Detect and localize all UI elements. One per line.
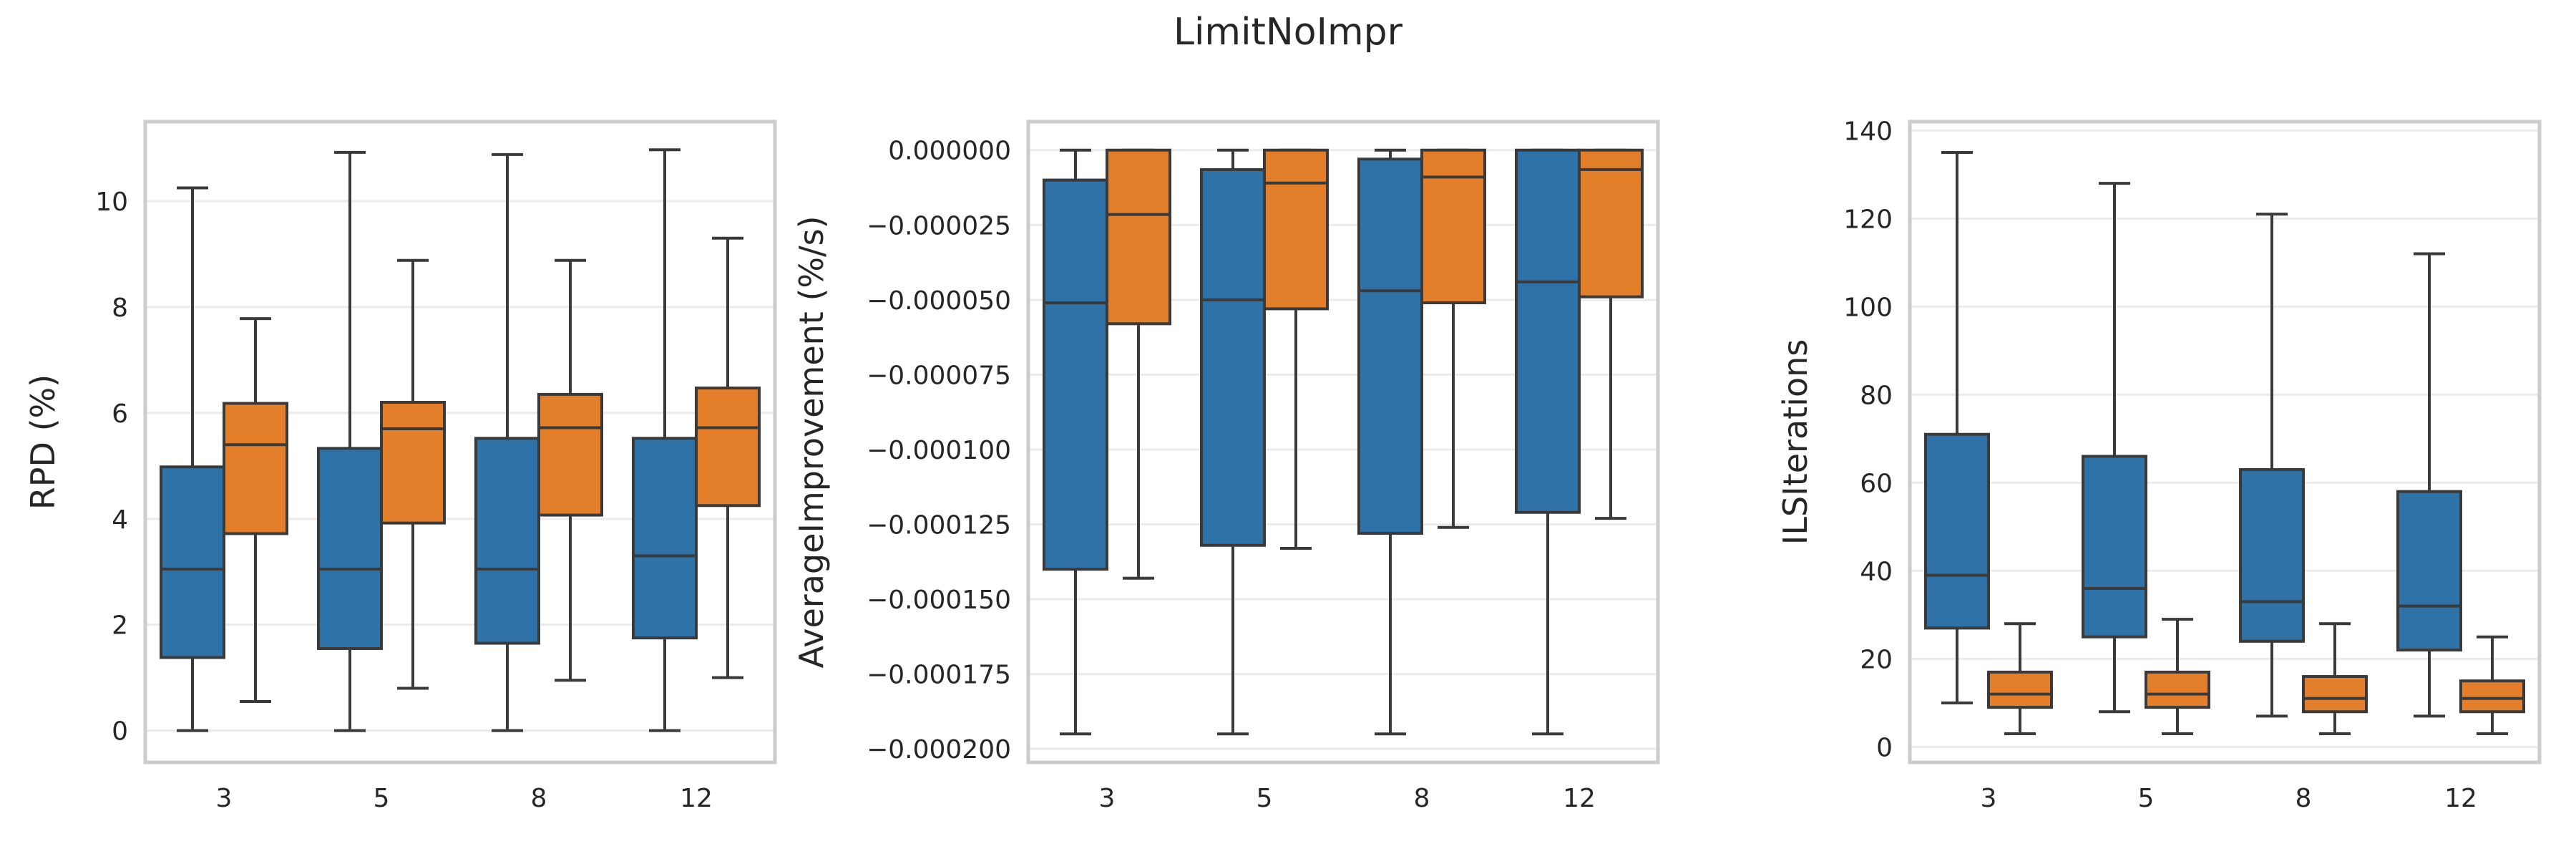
plot-frame — [1026, 120, 1660, 765]
box-series-1-cat-3 — [1043, 148, 1108, 736]
box — [1357, 157, 1423, 535]
box-series-1-cat-5 — [2082, 182, 2147, 714]
box-series-1-cat-8 — [2239, 213, 2305, 718]
box — [1420, 148, 1486, 305]
y-tick-label: 100 — [1843, 293, 1893, 322]
box — [2082, 455, 2147, 639]
y-tick-label: −0.000125 — [867, 511, 1011, 540]
box-series-2-cat-8 — [537, 258, 603, 682]
y-tick-label: −0.000075 — [867, 361, 1011, 390]
box-series-2-cat-5 — [1263, 148, 1329, 550]
box-series-1-cat-5 — [317, 150, 383, 732]
box-series-2-cat-3 — [1106, 148, 1171, 580]
y-tick-label: −0.000200 — [867, 735, 1011, 765]
box-series-1-cat-5 — [1200, 148, 1266, 736]
box — [474, 437, 540, 645]
box — [1263, 148, 1329, 311]
y-axis-label: ILSIterations — [1776, 339, 1815, 545]
box-series-2-cat-12 — [1578, 148, 1644, 520]
box — [2396, 490, 2462, 652]
y-tick-label: −0.000150 — [867, 586, 1011, 615]
y-tick-label: 0 — [112, 717, 128, 747]
plot-frame — [143, 120, 777, 765]
x-tick-label: 12 — [2444, 784, 2477, 813]
box — [695, 387, 761, 508]
box-series-1-cat-12 — [632, 148, 698, 732]
x-tick-label: 12 — [1563, 784, 1596, 813]
box — [2459, 679, 2525, 714]
box — [1578, 148, 1644, 299]
box — [632, 437, 698, 640]
box — [2302, 675, 2368, 714]
box — [223, 402, 288, 535]
y-tick-label: 8 — [112, 293, 128, 323]
box — [1515, 148, 1581, 514]
plot-frame — [1908, 120, 2542, 765]
box-series-2-cat-12 — [695, 236, 761, 679]
y-tick-label: 6 — [112, 399, 128, 429]
y-tick-label: 2 — [112, 611, 128, 641]
box-series-2-cat-3 — [223, 317, 288, 703]
box-series-1-cat-3 — [1924, 151, 1990, 704]
box — [1987, 670, 2053, 709]
y-tick-label: 10 — [95, 188, 128, 217]
chart-panel-3: 0 20 40 60 80 100 120 140 3 5 8 12 ILSIterations — [1776, 117, 2542, 813]
y-tick-label: 20 — [1860, 645, 1893, 674]
box-series-1-cat-8 — [474, 152, 540, 732]
y-tick-label: −0.000050 — [867, 286, 1011, 316]
y-tick-label: 0.000000 — [888, 137, 1011, 166]
plot-area — [1910, 122, 2540, 762]
box — [1043, 178, 1108, 571]
box-series-2-cat-5 — [2145, 618, 2210, 736]
box-series-2-cat-5 — [380, 258, 446, 690]
y-tick-label: 4 — [112, 505, 128, 535]
y-tick-label: 140 — [1843, 117, 1893, 146]
box-series-1-cat-12 — [1515, 148, 1581, 736]
box-series-1-cat-3 — [160, 186, 225, 732]
box-series-2-cat-3 — [1987, 622, 2053, 736]
x-tick-label: 12 — [680, 784, 713, 813]
x-tick-label: 3 — [1099, 784, 1116, 813]
chart-panel-1: 0 2 4 6 8 10 3 5 8 12 RPD (%) — [24, 120, 777, 813]
y-tick-label: 120 — [1843, 205, 1893, 234]
x-tick-label: 8 — [2296, 784, 2312, 813]
y-tick-label: −0.000025 — [867, 211, 1011, 241]
y-tick-label: −0.000175 — [867, 661, 1011, 690]
x-tick-label: 8 — [1414, 784, 1430, 813]
box — [1200, 168, 1266, 547]
box-series-2-cat-12 — [2459, 635, 2525, 736]
y-tick-label: 0 — [1876, 733, 1893, 762]
box — [1106, 148, 1171, 326]
y-tick-label: 40 — [1860, 557, 1893, 586]
box — [537, 392, 603, 517]
x-tick-label: 5 — [374, 784, 390, 813]
x-tick-label: 3 — [216, 784, 233, 813]
y-axis-label: RPD (%) — [24, 374, 62, 510]
box — [380, 401, 446, 525]
y-axis-label: AverageImprovement (%/s) — [792, 215, 831, 668]
figure-title: LimitNoImpr — [1174, 11, 1403, 54]
x-tick-label: 5 — [1257, 784, 1273, 813]
y-tick-label: 80 — [1860, 381, 1893, 410]
x-tick-label: 8 — [531, 784, 547, 813]
box-series-1-cat-8 — [1357, 148, 1423, 736]
box-series-2-cat-8 — [2302, 622, 2368, 736]
y-tick-label: 60 — [1860, 469, 1893, 498]
box-series-2-cat-8 — [1420, 148, 1486, 529]
box — [2239, 467, 2305, 643]
x-tick-label: 5 — [2138, 784, 2155, 813]
chart-panel-2: 0.000000 −0.000025 −0.000050 −0.000075 −0.00… — [792, 120, 1660, 813]
y-tick-label: −0.000100 — [867, 436, 1011, 465]
box — [1924, 432, 1990, 630]
box — [2145, 670, 2210, 709]
box — [317, 447, 383, 650]
x-tick-label: 3 — [1981, 784, 1997, 813]
box-series-1-cat-12 — [2396, 252, 2462, 718]
box — [160, 465, 225, 659]
